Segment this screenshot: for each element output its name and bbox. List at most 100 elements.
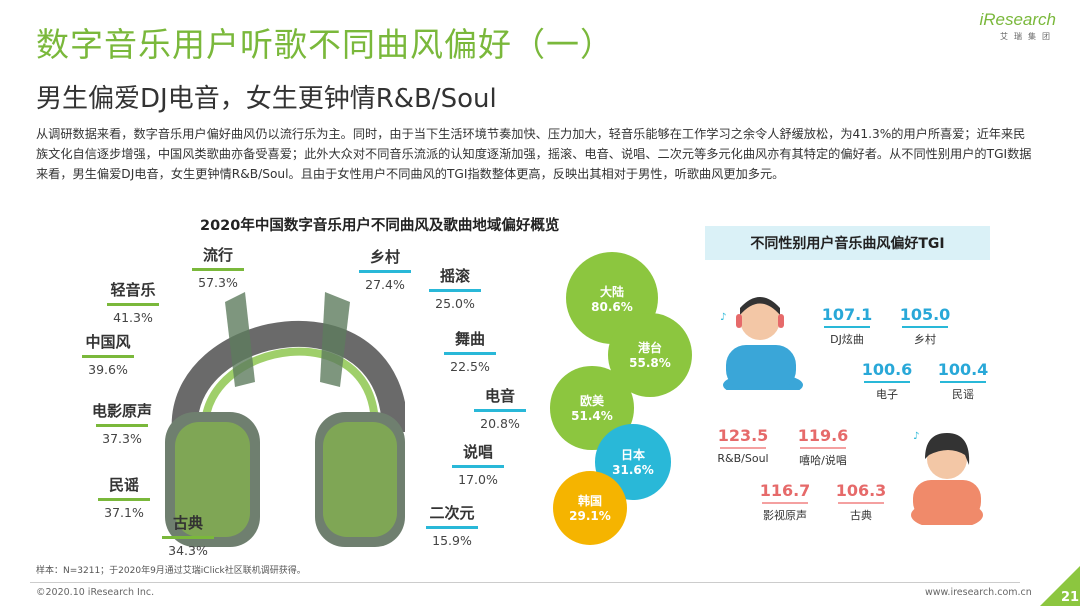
- iresearch-logo: iResearch 艾瑞集团: [979, 10, 1056, 42]
- region-value: 51.4%: [571, 409, 613, 424]
- page-subtitle: 男生偏爱DJ电音，女生更钟情R&B/Soul: [36, 84, 497, 114]
- region-value: 31.6%: [612, 463, 654, 478]
- genre-item: 二次元 15.9%: [412, 502, 492, 548]
- tgi-chart-title: 不同性别用户音乐曲风偏好TGI: [705, 226, 990, 260]
- female-tgi-item: 119.6 嘻哈/说唱: [778, 426, 868, 468]
- genre-underline: [426, 526, 478, 529]
- genre-underline: [82, 355, 134, 358]
- genre-name: 二次元: [429, 504, 475, 522]
- genre-value: 37.1%: [104, 505, 144, 520]
- tgi-value: 107.1: [821, 305, 873, 324]
- tgi-label: 民谣: [952, 388, 974, 401]
- genre-name: 民谣: [108, 476, 139, 494]
- genre-underline: [359, 270, 411, 273]
- tgi-value: 100.6: [861, 360, 913, 379]
- genre-name: 说唱: [462, 443, 493, 461]
- tgi-label: 影视原声: [763, 509, 807, 522]
- tgi-label: 古典: [850, 509, 872, 522]
- genre-value: 41.3%: [113, 310, 153, 325]
- tgi-underline: [824, 326, 870, 328]
- genre-value: 34.3%: [168, 543, 208, 558]
- region-name: 欧美: [579, 394, 604, 409]
- genre-name: 轻音乐: [110, 281, 156, 299]
- region-value: 55.8%: [629, 356, 671, 371]
- genre-item: 古典 34.3%: [148, 512, 228, 558]
- footer-divider: [30, 582, 1020, 583]
- copyright-text: ©2020.10 iResearch Inc.: [36, 587, 155, 598]
- region-name: 大陆: [599, 284, 624, 299]
- tgi-value: 106.3: [835, 481, 887, 500]
- genre-name: 电音: [484, 387, 515, 405]
- genre-item: 电影原声 37.3%: [82, 400, 162, 446]
- genre-item: 舞曲 22.5%: [430, 328, 510, 374]
- tgi-underline: [838, 502, 884, 504]
- female-tgi-item: 106.3 古典: [816, 481, 906, 523]
- genre-underline: [444, 352, 496, 355]
- male-tgi-item: 105.0 乡村: [880, 305, 970, 347]
- genre-name: 舞曲: [454, 330, 485, 348]
- region-bubble: 韩国 29.1%: [552, 470, 628, 546]
- tgi-label: R&B/Soul: [717, 452, 769, 465]
- svg-text:♪: ♪: [913, 431, 919, 442]
- genre-value: 57.3%: [198, 275, 238, 290]
- genre-value: 27.4%: [365, 277, 405, 292]
- logo-text: iResearch: [979, 10, 1056, 29]
- genre-name: 流行: [202, 246, 233, 264]
- sample-note: 样本：N=3211；于2020年9月通过艾瑞iClick社区联机调研获得。: [36, 566, 306, 576]
- male-tgi-item: 107.1 DJ炫曲: [802, 305, 892, 347]
- tgi-underline: [800, 447, 846, 449]
- female-tgi-item: 116.7 影视原声: [740, 481, 830, 523]
- male-tgi-item: 100.4 民谣: [918, 360, 1008, 402]
- genre-item: 摇滚 25.0%: [415, 265, 495, 311]
- genre-underline: [162, 536, 214, 539]
- genre-value: 37.3%: [102, 431, 142, 446]
- genre-value: 22.5%: [450, 359, 490, 374]
- genre-underline: [474, 409, 526, 412]
- tgi-underline: [762, 502, 808, 504]
- tgi-value: 116.7: [759, 481, 811, 500]
- genre-name: 电影原声: [91, 402, 152, 420]
- genre-underline: [96, 424, 148, 427]
- region-name: 港台: [637, 341, 662, 356]
- genre-name: 乡村: [369, 248, 400, 266]
- region-name: 韩国: [577, 494, 602, 509]
- page-title: 数字音乐用户听歌不同曲风偏好（一）: [36, 25, 614, 64]
- logo-subtext: 艾瑞集团: [1000, 32, 1056, 41]
- tgi-label: DJ炫曲: [830, 333, 864, 346]
- female-listener-icon: ♪: [911, 431, 983, 525]
- tgi-value: 105.0: [899, 305, 951, 324]
- summary-paragraph: 从调研数据来看，数字音乐用户偏好曲风仍以流行乐为主。同时，由于当下生活环境节奏加…: [36, 127, 1032, 181]
- genre-item: 民谣 37.1%: [84, 474, 164, 520]
- genre-name: 摇滚: [439, 267, 470, 285]
- genre-value: 15.9%: [432, 533, 472, 548]
- genre-name: 古典: [172, 514, 203, 532]
- region-value: 80.6%: [591, 299, 633, 314]
- tgi-label: 嘻哈/说唱: [799, 454, 847, 467]
- headphone-wordcloud-icon: [165, 292, 405, 547]
- genre-item: 乡村 27.4%: [345, 246, 425, 292]
- page-number-badge: 21: [1040, 566, 1080, 606]
- female-tgi-item: 123.5 R&B/Soul: [698, 426, 788, 465]
- tgi-value: 123.5: [717, 426, 769, 445]
- genre-item: 流行 57.3%: [178, 244, 258, 290]
- tgi-underline: [902, 326, 948, 328]
- tgi-underline: [940, 381, 986, 383]
- male-listener-icon: ♪: [720, 297, 803, 390]
- genre-chart-title: 2020年中国数字音乐用户不同曲风及歌曲地域偏好概览: [200, 218, 560, 234]
- genre-underline: [452, 465, 504, 468]
- genre-value: 17.0%: [458, 472, 498, 487]
- genre-item: 轻音乐 41.3%: [93, 279, 173, 325]
- genre-underline: [107, 303, 159, 306]
- tgi-underline: [864, 381, 910, 383]
- tgi-value: 119.6: [797, 426, 849, 445]
- tgi-label: 乡村: [914, 333, 936, 346]
- genre-value: 25.0%: [435, 296, 475, 311]
- genre-value: 20.8%: [480, 416, 520, 431]
- genre-value: 39.6%: [88, 362, 128, 377]
- tgi-label: 电子: [876, 388, 898, 401]
- tgi-value: 100.4: [937, 360, 989, 379]
- genre-item: 中国风 39.6%: [68, 331, 148, 377]
- genre-item: 说唱 17.0%: [438, 441, 518, 487]
- region-value: 29.1%: [569, 509, 611, 524]
- genre-underline: [98, 498, 150, 501]
